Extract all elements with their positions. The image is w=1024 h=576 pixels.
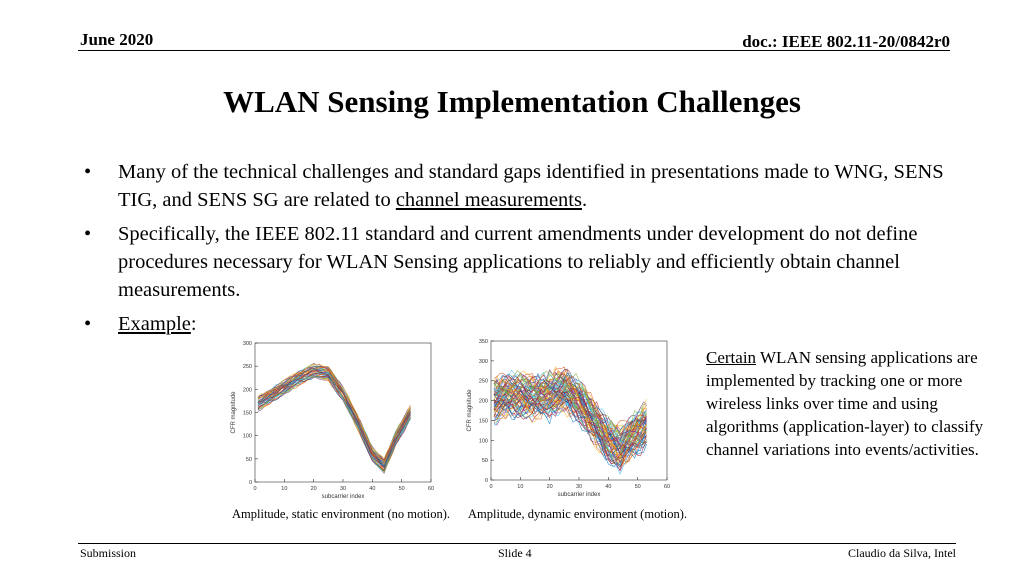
y-tick-label: 350 bbox=[479, 339, 488, 345]
series-group bbox=[257, 362, 411, 474]
series-line bbox=[493, 374, 647, 446]
series-line bbox=[493, 373, 647, 442]
series-line bbox=[493, 398, 647, 462]
y-tick-label: 100 bbox=[479, 438, 488, 444]
bullet-dot: • bbox=[84, 313, 92, 335]
y-tick-label: 0 bbox=[249, 480, 252, 486]
y-tick-label: 150 bbox=[243, 411, 252, 417]
series-line bbox=[493, 374, 647, 442]
series-line bbox=[257, 363, 411, 459]
bullet-item-1: • Many of the technical challenges and s… bbox=[84, 158, 964, 214]
y-tick-label: 200 bbox=[479, 399, 488, 405]
series-line bbox=[493, 401, 647, 476]
bullet-list: • Many of the technical challenges and s… bbox=[84, 158, 964, 344]
side-note-lead: Certain bbox=[706, 348, 757, 367]
x-axis-label: subcarrier index bbox=[322, 494, 365, 500]
x-tick-label: 0 bbox=[489, 484, 492, 490]
header-divider bbox=[78, 50, 950, 51]
series-line bbox=[493, 391, 647, 462]
series-line bbox=[493, 371, 647, 442]
x-tick-label: 50 bbox=[399, 486, 405, 492]
y-tick-label: 200 bbox=[243, 387, 252, 393]
bullet-2-text: Specifically, the IEEE 802.11 standard a… bbox=[118, 223, 918, 301]
series-line bbox=[493, 372, 647, 448]
footer-divider bbox=[78, 543, 956, 544]
bullet-1-end: . bbox=[581, 189, 588, 211]
bullet-item-2: • Specifically, the IEEE 802.11 standard… bbox=[84, 220, 964, 304]
x-tick-label: 20 bbox=[311, 486, 317, 492]
x-tick-label: 10 bbox=[517, 484, 523, 490]
y-tick-label: 300 bbox=[479, 359, 488, 365]
x-tick-label: 10 bbox=[281, 486, 287, 492]
footer-slide-number: Slide 4 bbox=[498, 546, 532, 560]
bullet-item-3: • Example: bbox=[84, 310, 964, 338]
bullet-1-text: Many of the technical challenges and sta… bbox=[118, 161, 944, 211]
x-tick-label: 40 bbox=[605, 484, 611, 490]
bullet-dot: • bbox=[84, 223, 92, 245]
caption-static: Amplitude, static environment (no motion… bbox=[232, 507, 451, 521]
series-line bbox=[493, 370, 647, 443]
x-tick-label: 30 bbox=[576, 484, 582, 490]
y-tick-label: 250 bbox=[479, 379, 488, 385]
y-tick-label: 50 bbox=[246, 457, 252, 463]
slide-title: WLAN Sensing Implementation Challenges bbox=[223, 84, 801, 119]
bullet-dot: • bbox=[84, 161, 92, 183]
y-tick-label: 250 bbox=[243, 364, 252, 370]
bullet-3-end: : bbox=[190, 313, 197, 335]
x-tick-label: 60 bbox=[428, 486, 434, 492]
y-tick-label: 300 bbox=[243, 341, 252, 347]
footer-author: Claudio da Silva, Intel bbox=[848, 546, 956, 560]
example-link[interactable]: Example bbox=[118, 313, 191, 335]
series-line bbox=[493, 400, 647, 471]
series-line bbox=[493, 378, 647, 452]
y-tick-label: 100 bbox=[243, 434, 252, 440]
y-tick-label: 50 bbox=[482, 458, 488, 464]
x-tick-label: 60 bbox=[664, 484, 670, 490]
series-line bbox=[493, 368, 647, 441]
y-tick-label: 0 bbox=[485, 478, 488, 484]
x-axis-label: subcarrier index bbox=[558, 492, 601, 498]
chart-dynamic-environment: 0 10 20 30 40 50 60 0 50 100 150 200 250 300 350 subcar… bbox=[467, 339, 670, 498]
header-doc-id: doc.: IEEE 802.11-20/0842r0 bbox=[742, 32, 950, 51]
side-note: Certain WLAN sensing applications are im… bbox=[706, 346, 1006, 461]
caption-dynamic: Amplitude, dynamic environment (motion). bbox=[468, 507, 688, 521]
footer-submission: Submission bbox=[80, 546, 137, 560]
x-tick-label: 30 bbox=[340, 486, 346, 492]
header-date: June 2020 bbox=[80, 30, 154, 49]
x-tick-label: 40 bbox=[369, 486, 375, 492]
series-line bbox=[493, 370, 647, 439]
channel-measurements-link[interactable]: channel measurements bbox=[395, 189, 582, 211]
series-line bbox=[493, 395, 647, 467]
chart-static-environment: 0 10 20 30 40 50 60 0 50 100 150 200 250 300 subcarrie… bbox=[231, 341, 434, 500]
y-axis-label: CFR magnitude bbox=[231, 391, 237, 434]
series-group bbox=[493, 366, 647, 476]
x-tick-label: 0 bbox=[253, 486, 256, 492]
series-line bbox=[493, 380, 647, 454]
side-note-text: WLAN sensing applications are implemente… bbox=[706, 348, 984, 459]
x-tick-label: 50 bbox=[635, 484, 641, 490]
y-tick-label: 150 bbox=[479, 418, 488, 424]
y-axis-label: CFR magnitude bbox=[467, 389, 473, 432]
x-tick-label: 20 bbox=[547, 484, 553, 490]
axes-box bbox=[254, 342, 432, 483]
